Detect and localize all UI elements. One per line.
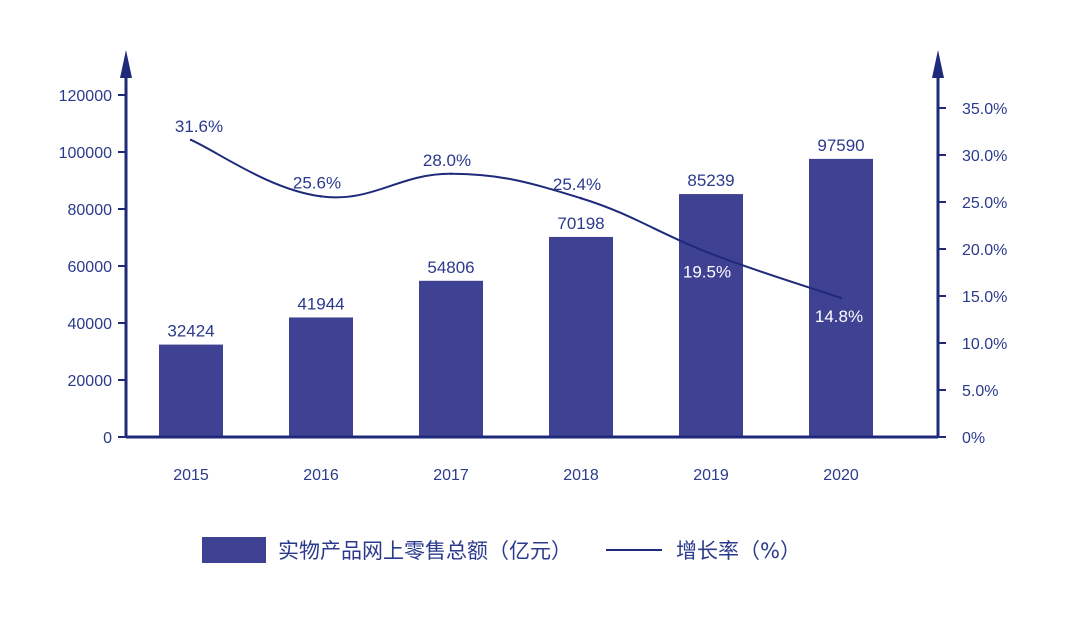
- growth-rate-label: 28.0%: [423, 151, 471, 170]
- legend: 实物产品网上零售总额（亿元） 增长率（%）: [202, 537, 801, 563]
- right-tick-label: 30.0%: [962, 148, 1007, 165]
- bar-value-label: 70198: [557, 214, 604, 233]
- left-tick-label: 20000: [68, 373, 113, 390]
- labels-group: 32424 41944 54806 70198 85239 97590 31.6% 25.6%…: [167, 117, 864, 341]
- left-tick-label: 80000: [68, 202, 113, 219]
- x-tick-label: 2015: [173, 467, 209, 484]
- left-tick-label: 40000: [68, 316, 113, 333]
- bar-value-label: 97590: [817, 136, 864, 155]
- right-tick-label: 35.0%: [962, 101, 1007, 118]
- x-tick-label: 2019: [693, 467, 729, 484]
- right-tick-label: 15.0%: [962, 289, 1007, 306]
- right-tick-label: 10.0%: [962, 336, 1007, 353]
- growth-point-2016: [319, 195, 323, 198]
- bars-group: [159, 158, 873, 437]
- bar-2018: [549, 236, 613, 437]
- left-axis-arrow: [120, 50, 132, 78]
- bar-2019: [679, 194, 743, 437]
- right-tick-label: 25.0%: [962, 195, 1007, 212]
- growth-line-group: [189, 138, 843, 300]
- left-tick-label: 120000: [59, 88, 112, 105]
- growth-rate-label: 14.8%: [815, 307, 863, 326]
- bar-2016: [289, 317, 353, 437]
- growth-point-2019: [709, 252, 713, 255]
- right-tick-label: 5.0%: [962, 383, 998, 400]
- left-tick-label: 60000: [68, 259, 113, 276]
- growth-rate-label: 25.6%: [293, 173, 341, 192]
- bar-value-label: 41944: [297, 294, 344, 313]
- growth-point-2018: [579, 197, 583, 200]
- growth-rate-line: [190, 139, 842, 299]
- left-tick-label: 100000: [59, 145, 112, 162]
- legend-line-label: 增长率（%）: [676, 539, 801, 563]
- right-tick-label: 0%: [962, 430, 985, 447]
- growth-rate-label: 19.5%: [683, 263, 731, 282]
- x-tick-label: 2016: [303, 467, 339, 484]
- growth-point-2015: [189, 138, 193, 142]
- bar-value-label: 85239: [687, 171, 734, 190]
- growth-rate-label: 25.4%: [553, 175, 601, 194]
- right-tick-label: 20.0%: [962, 242, 1007, 259]
- x-tick-label: 2017: [433, 467, 469, 484]
- right-axis-arrow: [932, 50, 944, 78]
- bar-value-label: 54806: [427, 258, 474, 277]
- x-tick-label: 2018: [563, 467, 599, 484]
- growth-point-2020: [839, 296, 843, 300]
- x-tick-label: 2020: [823, 467, 859, 484]
- bar-value-label: 32424: [167, 322, 214, 341]
- legend-bar-label: 实物产品网上零售总额（亿元）: [278, 539, 572, 563]
- left-tick-label: 0: [103, 430, 112, 447]
- axes-group: 0 20000 40000 60000 80000 100000 120000 0% 5.0% 1…: [59, 50, 1007, 484]
- legend-bar-swatch: [202, 537, 266, 563]
- bar-2015: [159, 344, 223, 437]
- bar-2017: [419, 280, 483, 437]
- growth-rate-label: 31.6%: [175, 117, 223, 136]
- growth-point-2017: [449, 172, 453, 175]
